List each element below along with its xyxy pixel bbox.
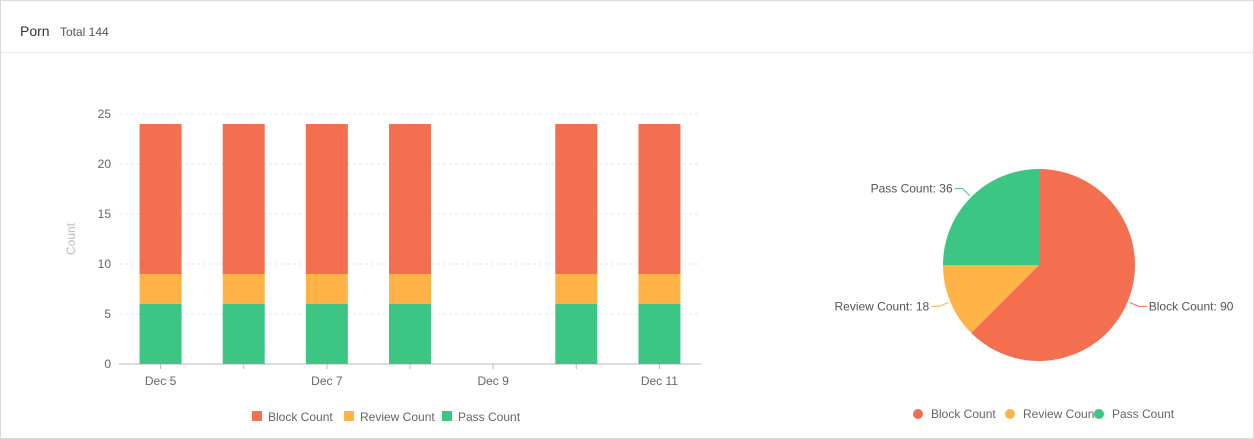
bar-block-count[interactable]: [638, 124, 681, 274]
bar-block-count[interactable]: [555, 124, 598, 274]
legend-label: Block Count: [268, 410, 333, 424]
pie-label: Pass Count: 36: [871, 182, 953, 196]
pie-label-leader: [954, 188, 971, 197]
bar-pass-count[interactable]: [139, 304, 182, 364]
total-count: Total 144: [60, 25, 109, 39]
y-tick-label: 5: [104, 307, 111, 321]
legend-label: Pass Count: [458, 410, 521, 424]
pie-slice-pass-count[interactable]: [943, 169, 1039, 265]
x-tick-label: Dec 7: [311, 374, 343, 388]
bar-review-count[interactable]: [139, 274, 182, 304]
bar-pass-count[interactable]: [222, 304, 265, 364]
legend-item-review-count[interactable]: Review Count: [344, 410, 435, 424]
panel-header: Porn Total 144: [1, 1, 1253, 53]
legend-item-pass-count[interactable]: Pass Count: [1094, 407, 1175, 421]
y-tick-label: 15: [98, 207, 112, 221]
x-tick-label: Dec 5: [145, 374, 177, 388]
legend-label: Block Count: [931, 407, 996, 421]
x-tick-label: Dec 9: [477, 374, 509, 388]
legend-marker: [1094, 409, 1104, 419]
y-tick-label: 10: [98, 257, 112, 271]
pie-label-leader: [931, 302, 949, 307]
bar-pass-count[interactable]: [389, 304, 431, 364]
panel-title: Porn: [20, 23, 50, 39]
stacked-bar-chart: 0 5 10 15 20 25 Dec 5 Dec 7 Dec 9 Dec 11 Count Bloc…: [64, 107, 701, 424]
legend-label: Pass Count: [1112, 407, 1175, 421]
legend-item-block-count[interactable]: Block Count: [913, 407, 996, 421]
bar-review-count[interactable]: [389, 274, 431, 304]
bar-block-count[interactable]: [305, 124, 348, 274]
y-tick-label: 25: [98, 107, 112, 121]
bar-block-count[interactable]: [139, 124, 182, 274]
bar-pass-count[interactable]: [305, 304, 348, 364]
legend-swatch: [442, 411, 452, 421]
legend-label: Review Count: [360, 410, 435, 424]
bar-review-count[interactable]: [638, 274, 681, 304]
x-tick-label: Dec 11: [641, 374, 678, 388]
y-tick-label: 0: [104, 357, 111, 371]
pie-slice-block-count[interactable]: [971, 169, 1135, 361]
pie-label: Block Count: 90: [1149, 299, 1234, 313]
legend-item-review-count[interactable]: Review Count: [1005, 407, 1098, 421]
bar-review-count[interactable]: [222, 274, 265, 304]
bar-block-count[interactable]: [222, 124, 265, 274]
bar-block-count[interactable]: [389, 124, 431, 274]
pie-chart: Block Count: 90 Review Count: 18 Pass Coun…: [835, 169, 1234, 421]
legend-swatch: [344, 411, 354, 421]
legend-swatch: [252, 411, 262, 421]
legend-item-pass-count[interactable]: Pass Count: [442, 410, 521, 424]
legend-item-block-count[interactable]: Block Count: [252, 410, 333, 424]
bar-review-count[interactable]: [555, 274, 598, 304]
y-tick-label: 20: [98, 157, 112, 171]
bar-pass-count[interactable]: [555, 304, 598, 364]
legend-marker: [913, 409, 923, 419]
pie-label-leader: [1129, 302, 1147, 307]
y-axis-title: Count: [64, 222, 78, 255]
legend-label: Review Count: [1023, 407, 1098, 421]
pie-slice-review-count[interactable]: [943, 265, 1039, 333]
bar-review-count[interactable]: [305, 274, 348, 304]
bar-pass-count[interactable]: [638, 304, 681, 364]
legend-marker: [1005, 409, 1015, 419]
pie-label: Review Count: 18: [835, 299, 930, 313]
